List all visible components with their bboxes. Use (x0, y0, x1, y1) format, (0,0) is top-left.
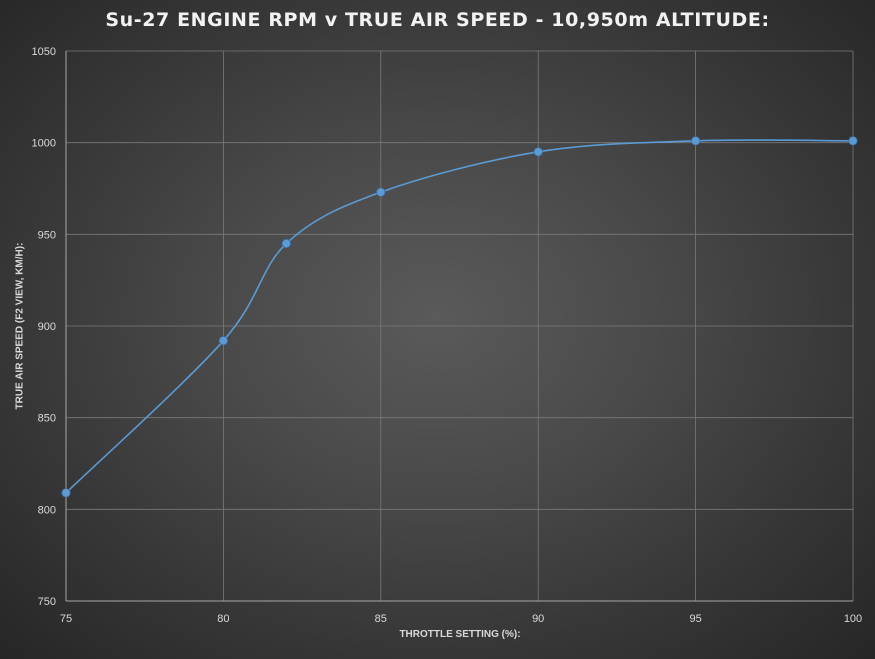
data-point (690, 136, 701, 146)
data-point (218, 336, 228, 346)
y-tick-label: 1000 (32, 138, 56, 150)
y-axis-title: TRUE AIR SPEED (F2 VIEW, KM/H): (14, 242, 26, 410)
x-tick-label: 75 (60, 613, 72, 625)
data-point (376, 187, 386, 197)
x-tick-label: 100 (844, 613, 862, 625)
chart-title: Su-27 ENGINE RPM v TRUE AIR SPEED - 10,9… (105, 9, 770, 31)
y-tick-label: 850 (38, 413, 56, 425)
x-tick-label: 80 (217, 613, 229, 625)
x-axis-title: THROTTLE SETTING (%): (399, 629, 521, 640)
data-point (533, 147, 543, 157)
data-point (848, 136, 858, 146)
data-point (281, 238, 291, 249)
y-tick-label: 800 (38, 504, 56, 516)
y-tick-label: 750 (38, 596, 56, 608)
x-tick-label: 90 (532, 613, 544, 625)
data-point (61, 488, 71, 498)
x-tick-label: 95 (689, 613, 701, 625)
y-tick-label: 900 (38, 321, 56, 333)
series-line (65, 139, 854, 494)
y-tick-label: 1050 (32, 46, 56, 58)
y-tick-label: 950 (38, 229, 56, 241)
x-tick-label: 85 (375, 613, 387, 625)
